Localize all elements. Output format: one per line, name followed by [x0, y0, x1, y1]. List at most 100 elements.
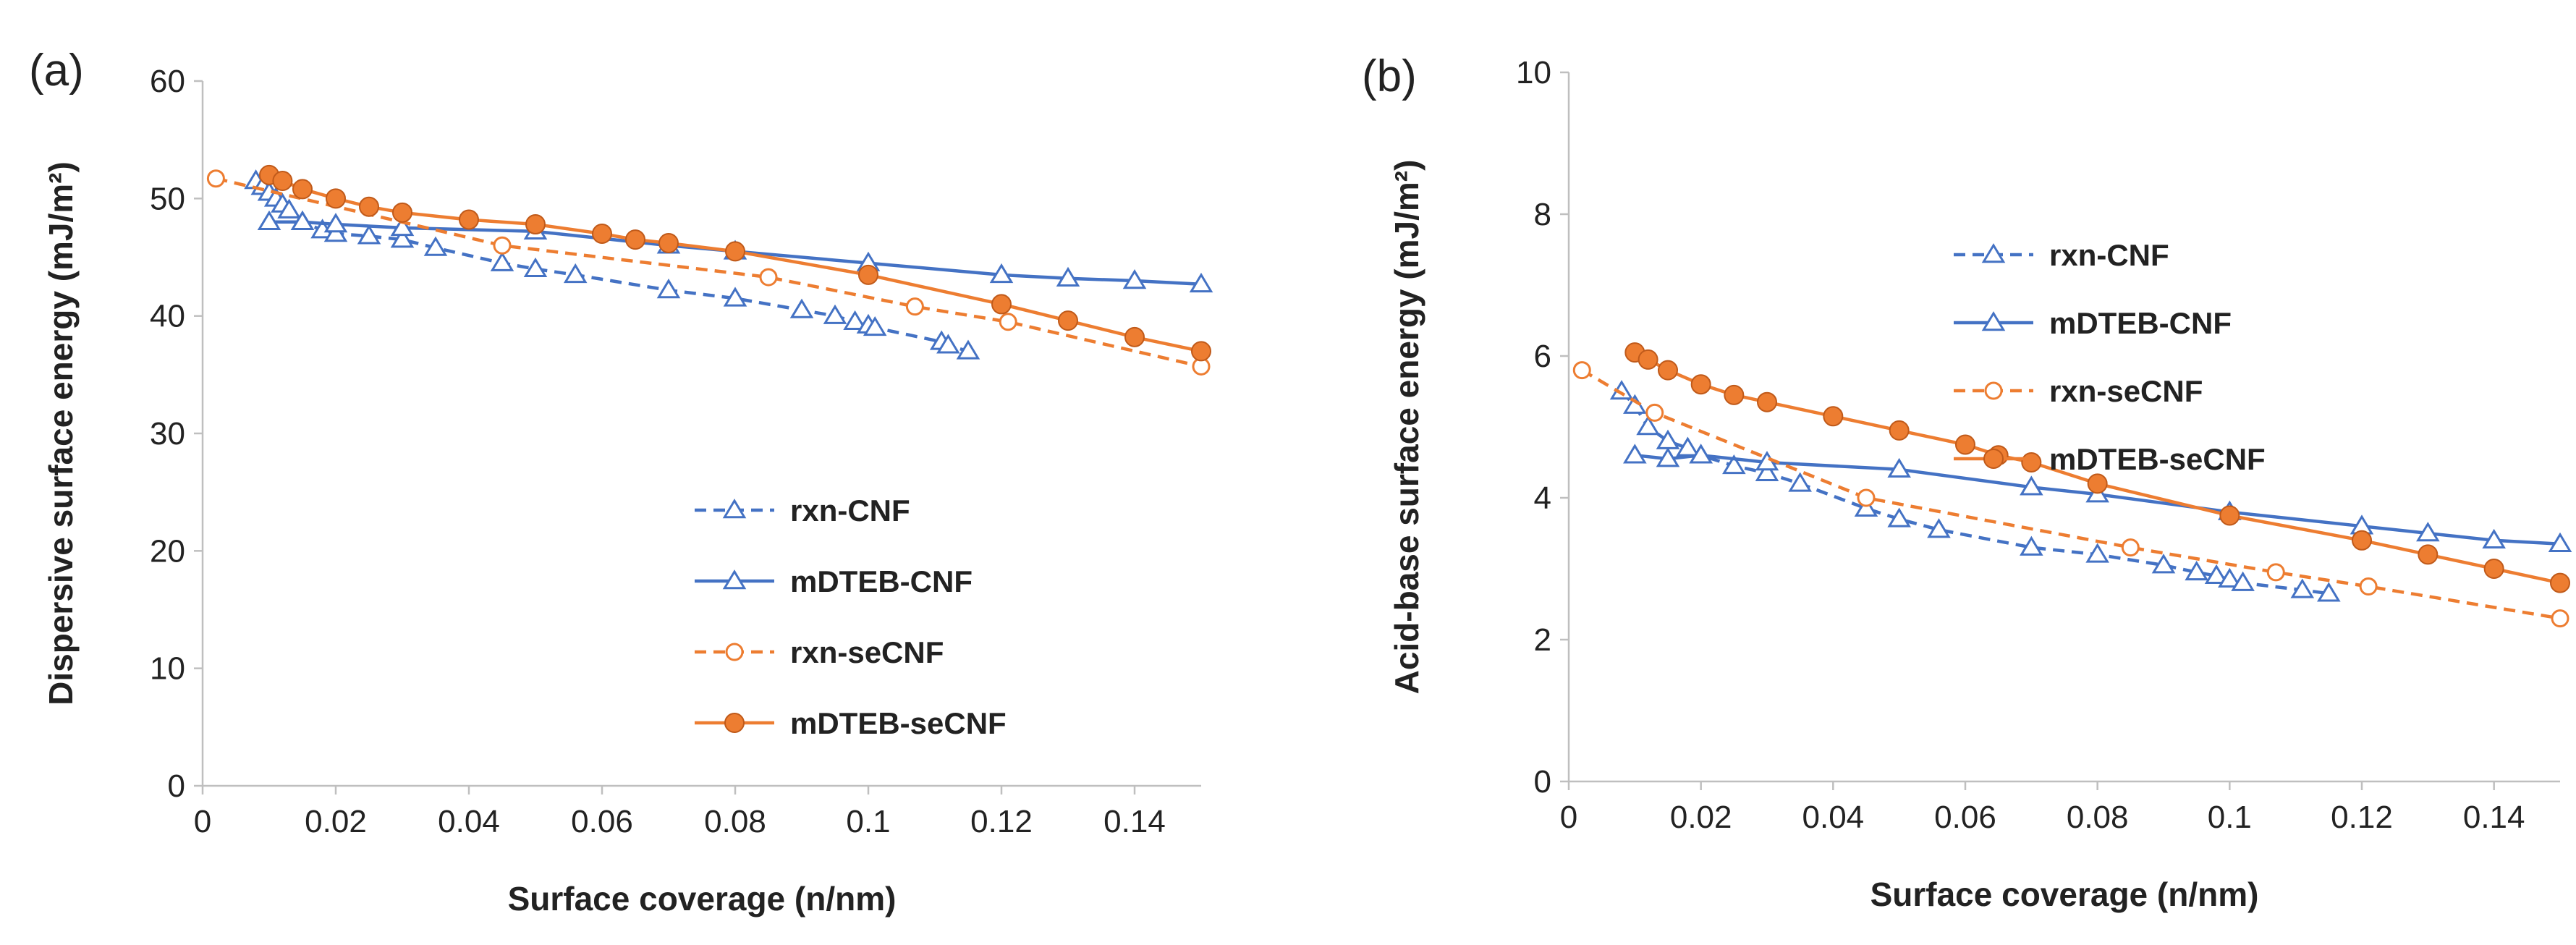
- mDTEB-CNF-point-11: [1189, 272, 1213, 293]
- rxn-CNF-point-8: [1788, 472, 1812, 492]
- rxn-seCNF-point-1: [493, 236, 512, 255]
- mDTEB-seCNF-point-13: [991, 294, 1012, 315]
- series-rxn-seCNF: [206, 169, 1211, 376]
- series-rxn-CNF: [1609, 380, 2341, 602]
- chart-panel-a: (a) 0 10 20 30 40 50 60 0 0.02 0.04 0.06 0.08 0.1 0.12…: [29, 46, 1213, 918]
- rxn-CNF-point-14: [563, 263, 588, 284]
- rxn-CNF-point-5: [277, 198, 301, 219]
- series-mDTEB-seCNF: [259, 164, 1211, 362]
- x-axis-title: Surface coverage (n/nm): [1870, 876, 2259, 913]
- mDTEB-CNF-point-5: [2020, 475, 2043, 496]
- mDTEB-seCNF-point-1: [1637, 349, 1658, 370]
- y-tick-label: 60: [150, 64, 185, 99]
- y-tick-label: 0: [1534, 764, 1551, 800]
- rxn-CNF-point-17: [789, 298, 814, 318]
- rxn-CNF-point-8: [323, 222, 348, 242]
- mDTEB-seCNF-point-6: [459, 209, 479, 230]
- legend-label-mDTEB-CNF: mDTEB-CNF: [2049, 306, 2232, 340]
- mDTEB-seCNF-point-15: [2483, 559, 2504, 579]
- mDTEB-seCNF-point-2: [292, 179, 313, 200]
- legend-label-mDTEB-seCNF: mDTEB-seCNF: [2049, 442, 2266, 476]
- rxn-CNF-point-10: [390, 228, 415, 248]
- mDTEB-seCNF-point-16: [1191, 341, 1211, 362]
- y-tick-label: 20: [150, 533, 185, 569]
- rxn-CNF-point-2: [1636, 415, 1660, 436]
- mDTEB-seCNF-point-14: [1058, 310, 1078, 331]
- mDTEB-seCNF-point-8: [592, 224, 612, 245]
- legend-mDTEB-seCNF-point-0: [724, 713, 745, 733]
- mDTEB-seCNF-point-4: [359, 196, 379, 217]
- y-tick-label: 50: [150, 181, 185, 216]
- rxn-CNF-point-12: [490, 251, 514, 271]
- x-tick-label: 0.02: [1670, 800, 1732, 835]
- mDTEB-seCNF-point-4: [1724, 384, 1745, 405]
- mDTEB-CNF-point-9: [1056, 266, 1080, 287]
- rxn-seCNF-point-0: [206, 169, 225, 188]
- x-tick-label: 0: [194, 804, 211, 839]
- mDTEB-CNF-point-11: [2548, 532, 2572, 552]
- mDTEB-CNF-point-0: [257, 210, 281, 231]
- mDTEB-CNF-point-0: [1623, 444, 1647, 464]
- rxn-CNF-point-15: [656, 279, 681, 299]
- series-mDTEB-seCNF: [1624, 342, 2570, 593]
- y-tick-label: 10: [1516, 55, 1551, 90]
- rxn-CNF-point-7: [1755, 461, 1779, 481]
- x-tick-label: 0.14: [1103, 804, 1166, 839]
- mDTEB-seCNF-point-3: [1690, 374, 1711, 395]
- mDTEB-seCNF-point-8: [1955, 434, 1975, 455]
- y-tick-label: 4: [1534, 480, 1551, 516]
- rxn-CNF-point-13: [2085, 543, 2109, 563]
- rxn-CNF-point-13: [523, 257, 548, 277]
- mDTEB-seCNF-point-16: [2550, 572, 2570, 593]
- panel-label: (a): [29, 46, 84, 96]
- x-tick-label: 0.02: [305, 804, 367, 839]
- rxn-seCNF-point-3: [2121, 538, 2140, 557]
- mDTEB-seCNF-point-6: [1823, 406, 1844, 427]
- mDTEB-CNF-point-2: [1689, 444, 1713, 464]
- legend-mDTEB-CNF-point-0: [722, 569, 747, 590]
- mDTEB-seCNF-point-10: [2021, 452, 2042, 472]
- rxn-CNF-point-6: [1722, 454, 1746, 475]
- legend-rxn-CNF-point-0: [722, 499, 747, 519]
- legend-label-rxn-CNF: rxn-CNF: [2049, 238, 2169, 272]
- mDTEB-seCNF-point-12: [858, 264, 878, 285]
- series-mDTEB-CNF: [1623, 444, 2572, 552]
- mDTEB-seCNF-point-10: [658, 233, 679, 254]
- rxn-seCNF-point-1: [1645, 403, 1664, 422]
- legend-rxn-CNF-point-0: [1981, 243, 2006, 263]
- series-rxn-seCNF: [1572, 361, 2569, 628]
- y-tick-label: 30: [150, 416, 185, 452]
- mDTEB-CNF-point-3: [390, 216, 415, 237]
- rxn-CNF-point-19: [843, 310, 867, 331]
- rxn-seCNF-point-3: [905, 297, 924, 316]
- series-rxn-CNF: [244, 169, 980, 360]
- mDTEB-seCNF-point-2: [1658, 360, 1678, 381]
- legend: rxn-CNF mDTEB-CNF rxn-seCNF mDTEB-seCNF: [1954, 238, 2266, 476]
- mDTEB-seCNF-point-12: [2219, 505, 2240, 526]
- y-tick-label: 40: [150, 299, 185, 334]
- legend-label-rxn-CNF: rxn-CNF: [790, 493, 910, 527]
- rxn-CNF-point-9: [1854, 496, 1878, 517]
- rxn-seCNF-point-2: [759, 268, 778, 287]
- rxn-CNF-point-20: [2317, 582, 2341, 602]
- mDTEB-seCNF-point-7: [1889, 420, 1910, 441]
- legend: rxn-CNF mDTEB-CNF rxn-seCNF mDTEB-seCNF: [695, 493, 1007, 740]
- rxn-CNF-point-16: [2204, 564, 2229, 585]
- mDTEB-seCNF-point-11: [2087, 473, 2108, 494]
- mDTEB-CNF-point-10: [2482, 528, 2506, 549]
- mDTEB-seCNF-point-7: [525, 214, 546, 235]
- mDTEB-CNF-point-1: [1656, 447, 1680, 467]
- rxn-seCNF-point-4: [999, 313, 1017, 331]
- rxn-CNF-point-23: [936, 334, 960, 354]
- mDTEB-CNF-point-1: [290, 210, 315, 231]
- x-tick-label: 0.1: [2208, 800, 2252, 835]
- rxn-CNF-point-17: [2218, 567, 2242, 588]
- series-line-rxn-CNF: [1620, 390, 2329, 596]
- x-tick-label: 0.04: [438, 804, 500, 839]
- y-axis-title: Dispersive surface energy (mJ/m²): [42, 161, 80, 705]
- legend-mDTEB-CNF-point-0: [1981, 311, 2006, 331]
- x-tick-label: 0.06: [571, 804, 633, 839]
- rxn-CNF-point-21: [863, 315, 887, 336]
- legend-rxn-seCNF-point-0: [725, 643, 744, 661]
